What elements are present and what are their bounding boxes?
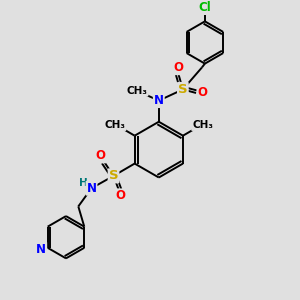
Text: Cl: Cl xyxy=(199,1,211,14)
Text: H: H xyxy=(79,178,88,188)
Text: O: O xyxy=(115,189,125,202)
Text: CH₃: CH₃ xyxy=(192,120,213,130)
Text: O: O xyxy=(197,86,208,100)
Text: S: S xyxy=(178,83,188,96)
Text: O: O xyxy=(173,61,184,74)
Text: CH₃: CH₃ xyxy=(104,120,125,130)
Text: N: N xyxy=(154,94,164,107)
Text: CH₃: CH₃ xyxy=(127,85,148,96)
Text: N: N xyxy=(86,182,97,195)
Text: S: S xyxy=(109,169,118,182)
Text: N: N xyxy=(36,243,46,256)
Text: O: O xyxy=(96,149,106,162)
